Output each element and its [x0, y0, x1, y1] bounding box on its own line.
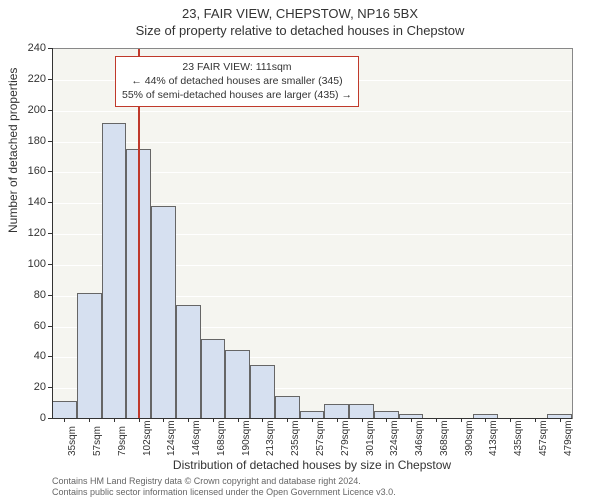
- x-tick-label: 457sqm: [538, 420, 549, 456]
- annotation-box: 23 FAIR VIEW: 111sqm ← 44% of detached h…: [115, 56, 359, 107]
- histogram-bar: [201, 339, 226, 419]
- footer-line2: Contains public sector information licen…: [52, 487, 396, 498]
- histogram-bar: [349, 404, 374, 419]
- footer-line1: Contains HM Land Registry data © Crown c…: [52, 476, 396, 487]
- x-tick: [337, 418, 338, 422]
- x-tick: [436, 418, 437, 422]
- title-main: 23, FAIR VIEW, CHEPSTOW, NP16 5BX: [0, 0, 600, 21]
- y-tick: [48, 264, 52, 265]
- x-tick: [64, 418, 65, 422]
- x-tick: [510, 418, 511, 422]
- x-tick-label: 57sqm: [92, 426, 103, 456]
- y-tick: [48, 48, 52, 49]
- x-tick-label: 413sqm: [488, 420, 499, 456]
- x-tick: [188, 418, 189, 422]
- x-tick: [461, 418, 462, 422]
- annotation-line3: 55% of semi-detached houses are larger (…: [122, 88, 352, 102]
- x-tick: [238, 418, 239, 422]
- y-tick: [48, 79, 52, 80]
- x-tick-label: 324sqm: [389, 420, 400, 456]
- x-axis-label: Distribution of detached houses by size …: [52, 458, 572, 472]
- y-tick-label: 200: [28, 104, 46, 116]
- x-tick-label: 479sqm: [563, 420, 574, 456]
- x-tick: [213, 418, 214, 422]
- y-tick: [48, 171, 52, 172]
- x-tick-label: 190sqm: [241, 420, 252, 456]
- x-tick-label: 257sqm: [315, 420, 326, 456]
- x-tick: [287, 418, 288, 422]
- y-tick-label: 40: [34, 350, 46, 362]
- x-tick-label: 213sqm: [265, 420, 276, 456]
- x-tick-label: 35sqm: [67, 426, 78, 456]
- y-tick: [48, 141, 52, 142]
- x-tick: [362, 418, 363, 422]
- y-tick-label: 180: [28, 135, 46, 147]
- x-tick: [386, 418, 387, 422]
- x-tick-label: 279sqm: [340, 420, 351, 456]
- y-tick: [48, 233, 52, 234]
- x-tick-label: 301sqm: [365, 420, 376, 456]
- y-tick: [48, 110, 52, 111]
- y-tick-label: 140: [28, 196, 46, 208]
- histogram-bar: [250, 365, 275, 419]
- x-tick-label: 168sqm: [216, 420, 227, 456]
- x-tick-label: 102sqm: [142, 420, 153, 456]
- annotation-line1: 23 FAIR VIEW: 111sqm: [122, 60, 352, 74]
- histogram-bar: [275, 396, 300, 419]
- y-tick: [48, 295, 52, 296]
- x-tick-label: 79sqm: [117, 426, 128, 456]
- x-tick: [560, 418, 561, 422]
- x-tick-label: 435sqm: [513, 420, 524, 456]
- x-tick: [411, 418, 412, 422]
- annotation-line2: ← 44% of detached houses are smaller (34…: [122, 74, 352, 88]
- y-tick: [48, 387, 52, 388]
- histogram-bar: [102, 123, 127, 419]
- x-tick-label: 390sqm: [464, 420, 475, 456]
- x-tick: [485, 418, 486, 422]
- x-tick: [89, 418, 90, 422]
- x-tick: [114, 418, 115, 422]
- histogram-bar: [324, 404, 349, 419]
- histogram-bar: [151, 206, 176, 419]
- x-tick: [312, 418, 313, 422]
- y-axis-label: Number of detached properties: [6, 68, 20, 233]
- grid-line: [52, 111, 572, 112]
- y-tick-label: 220: [28, 73, 46, 85]
- histogram-bar: [225, 350, 250, 419]
- histogram-bar: [77, 293, 102, 419]
- y-tick-label: 100: [28, 258, 46, 270]
- x-tick: [535, 418, 536, 422]
- x-tick-label: 146sqm: [191, 420, 202, 456]
- y-tick-label: 240: [28, 42, 46, 54]
- x-tick: [163, 418, 164, 422]
- x-tick-label: 235sqm: [290, 420, 301, 456]
- y-tick: [48, 326, 52, 327]
- x-tick-label: 346sqm: [414, 420, 425, 456]
- histogram-bar: [176, 305, 201, 419]
- x-tick-label: 124sqm: [166, 420, 177, 456]
- x-tick-label: 368sqm: [439, 420, 450, 456]
- x-tick: [262, 418, 263, 422]
- footer-attribution: Contains HM Land Registry data © Crown c…: [52, 476, 396, 498]
- histogram-bar: [52, 401, 77, 420]
- y-tick-label: 60: [34, 320, 46, 332]
- y-tick-label: 80: [34, 289, 46, 301]
- y-axis-line: [52, 48, 53, 418]
- y-tick: [48, 202, 52, 203]
- y-tick-label: 160: [28, 165, 46, 177]
- y-tick-label: 0: [40, 412, 46, 424]
- y-tick-label: 120: [28, 227, 46, 239]
- y-tick-label: 20: [34, 381, 46, 393]
- y-tick: [48, 356, 52, 357]
- x-tick: [139, 418, 140, 422]
- grid-line: [52, 142, 572, 143]
- title-sub: Size of property relative to detached ho…: [0, 21, 600, 38]
